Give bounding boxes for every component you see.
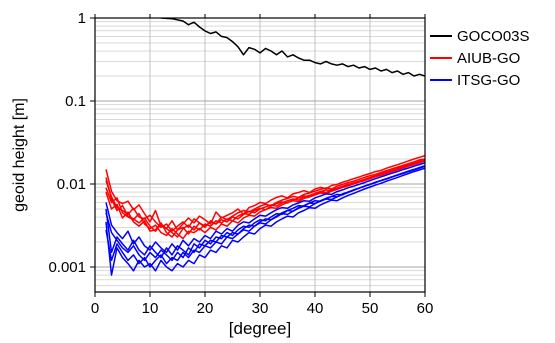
plot-area bbox=[105, 18, 425, 276]
series-line-itsg-go bbox=[105, 164, 425, 268]
y-axis-label: geoid height [m] bbox=[11, 98, 28, 212]
legend-label-goco03s: GOCO03S bbox=[457, 28, 530, 45]
series-line-aiub-go bbox=[105, 160, 425, 240]
x-tick-label: 30 bbox=[252, 300, 269, 317]
legend: GOCO03S AIUB-GO ITSG-GO bbox=[430, 28, 530, 89]
x-tick-label: 10 bbox=[142, 300, 159, 317]
series-line-goco03s bbox=[160, 18, 425, 77]
legend-label-itsg-go: ITSG-GO bbox=[457, 72, 520, 89]
y-tick-label: 0.01 bbox=[57, 176, 86, 193]
series-line-aiub-go bbox=[105, 159, 425, 238]
x-axis-label: [degree] bbox=[229, 319, 291, 338]
y-tick-label: 1 bbox=[78, 10, 86, 27]
series-line-itsg-go bbox=[105, 167, 425, 276]
series-line-itsg-go bbox=[105, 162, 425, 254]
x-tick-label: 20 bbox=[197, 300, 214, 317]
x-tick-label: 60 bbox=[417, 300, 434, 317]
grid bbox=[94, 18, 426, 293]
x-tick-label: 50 bbox=[362, 300, 379, 317]
legend-label-aiub-go: AIUB-GO bbox=[457, 50, 520, 67]
y-tick-label: 0.001 bbox=[48, 259, 86, 276]
y-tick-label: 0.1 bbox=[65, 93, 86, 110]
x-tick-label: 0 bbox=[91, 300, 99, 317]
ticks: 0 10 20 30 40 50 60 1 0.1 0.01 0.001 bbox=[48, 10, 433, 317]
x-tick-label: 40 bbox=[307, 300, 324, 317]
